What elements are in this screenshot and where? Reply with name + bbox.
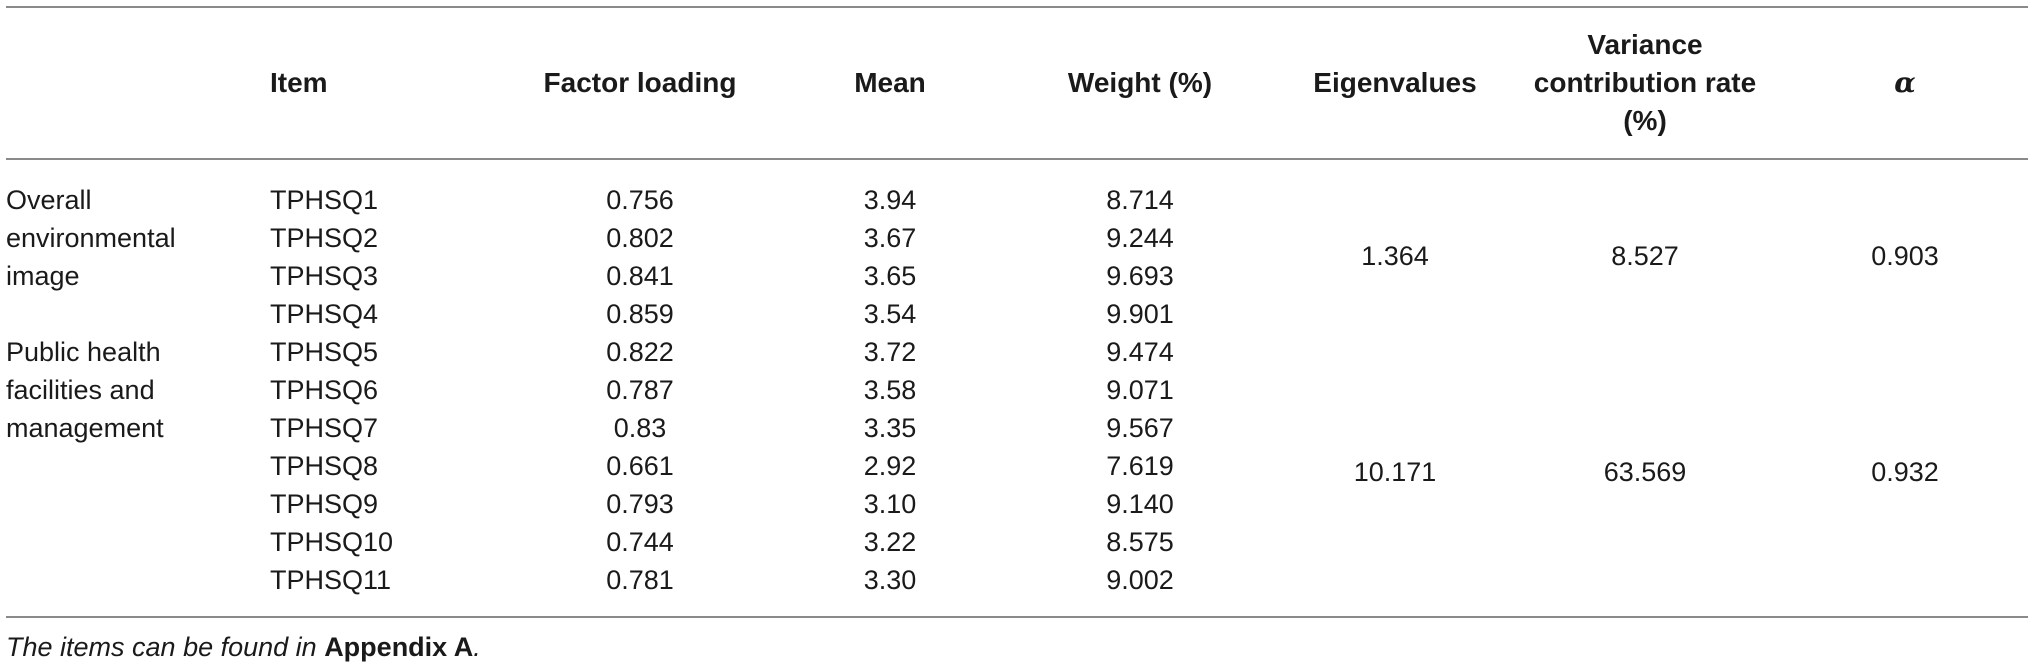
row-weight: 9.474	[1106, 337, 1174, 367]
row-weight: 9.901	[1106, 299, 1174, 329]
row-mean: 3.10	[863, 489, 917, 519]
header-weight: Weight (%)	[1067, 67, 1213, 98]
row-weight: 9.693	[1106, 261, 1174, 291]
row-item: TPHSQ1	[270, 185, 379, 215]
row-mean: 3.67	[863, 223, 917, 253]
header-item: Item	[270, 67, 328, 98]
row-mean: 3.94	[863, 185, 917, 215]
row-mean: 3.30	[863, 565, 917, 595]
row-weight: 9.002	[1106, 565, 1174, 595]
row-factor-loading: 0.802	[606, 223, 674, 253]
row-factor-loading: 0.841	[606, 261, 674, 291]
row-weight: 9.071	[1106, 375, 1174, 405]
row-item: TPHSQ4	[270, 299, 379, 329]
row-item: TPHSQ8	[270, 451, 379, 481]
header-rule	[6, 158, 2028, 160]
row-weight: 9.567	[1106, 413, 1174, 443]
group-label-public-health-facilities: Public health facilities and management	[6, 337, 164, 443]
group-eigenvalues: 10.171	[1353, 457, 1437, 487]
row-factor-loading: 0.787	[606, 375, 674, 405]
top-rule	[6, 6, 2028, 8]
row-mean: 3.58	[863, 375, 917, 405]
row-factor-loading: 0.781	[606, 565, 674, 595]
row-item: TPHSQ2	[270, 223, 379, 253]
row-factor-loading: 0.793	[606, 489, 674, 519]
row-mean: 3.22	[863, 527, 917, 557]
row-factor-loading: 0.756	[606, 185, 674, 215]
row-item: TPHSQ7	[270, 413, 379, 443]
row-mean: 3.65	[863, 261, 917, 291]
row-factor-loading: 0.859	[606, 299, 674, 329]
header-eigenvalues: Eigenvalues	[1313, 67, 1477, 98]
row-mean: 2.92	[863, 451, 917, 481]
table-footnote: The items can be found in Appendix A.	[6, 628, 481, 666]
row-factor-loading: 0.83	[613, 413, 667, 443]
row-item: TPHSQ5	[270, 337, 379, 367]
row-factor-loading: 0.661	[606, 451, 674, 481]
row-mean: 3.35	[863, 413, 917, 443]
row-weight: 7.619	[1106, 451, 1174, 481]
row-item: TPHSQ6	[270, 375, 379, 405]
row-item: TPHSQ10	[270, 527, 394, 557]
row-factor-loading: 0.744	[606, 527, 674, 557]
row-mean: 3.72	[863, 337, 917, 367]
group-alpha: 0.932	[1871, 457, 1939, 487]
row-item: TPHSQ3	[270, 261, 379, 291]
group-label-overall-environmental-image: Overall environmental image	[6, 185, 176, 291]
bottom-rule	[6, 616, 2028, 618]
header-mean: Mean	[854, 67, 926, 98]
row-item: TPHSQ9	[270, 489, 379, 519]
footnote-text: The items can be found in	[6, 632, 325, 662]
row-weight: 9.140	[1106, 489, 1174, 519]
group-variance: 8.527	[1611, 241, 1679, 271]
row-mean: 3.54	[863, 299, 917, 329]
appendix-reference[interactable]: Appendix A	[324, 632, 474, 662]
group-eigenvalues: 1.364	[1361, 241, 1429, 271]
row-weight: 8.714	[1106, 185, 1174, 215]
row-weight: 8.575	[1106, 527, 1174, 557]
row-factor-loading: 0.822	[606, 337, 674, 367]
footnote-period: .	[473, 632, 481, 662]
header-factor-loading: Factor loading	[543, 67, 737, 98]
row-item: TPHSQ11	[270, 565, 392, 595]
header-alpha: α	[1894, 66, 1916, 99]
group-variance: 63.569	[1603, 457, 1687, 487]
group-alpha: 0.903	[1871, 241, 1939, 271]
header-variance-contribution: Variance contribution rate (%)	[1533, 29, 1757, 136]
row-weight: 9.244	[1106, 223, 1174, 253]
